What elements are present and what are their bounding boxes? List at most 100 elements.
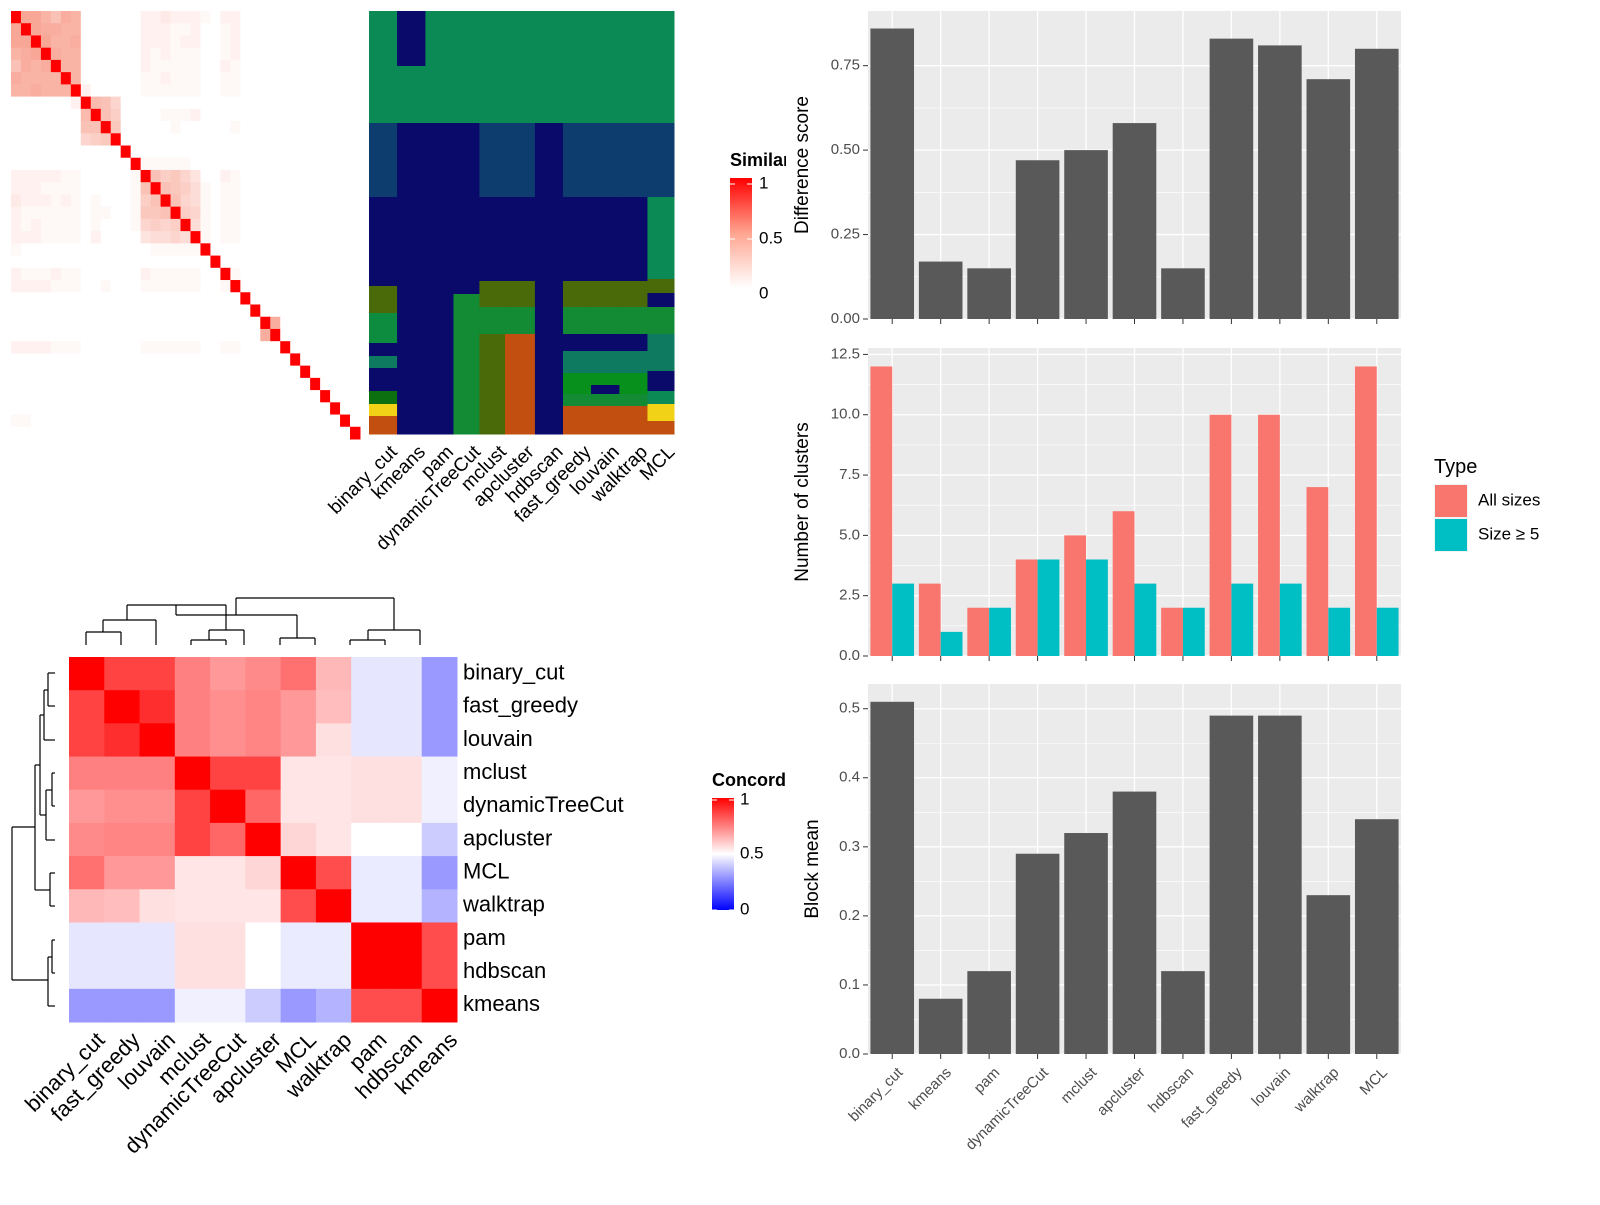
similarity-cell [180,145,191,159]
similarity-cell [60,23,72,36]
similarity-cell [80,255,92,269]
similarity-cell [240,231,251,244]
similarity-cell [80,145,92,159]
similarity-cell [40,353,52,367]
similarity-cell [350,206,361,220]
similarity-cell [130,267,142,281]
similarity-cell [80,365,92,379]
similarity-cell [300,414,311,428]
similarity-cell [320,121,331,134]
similarity-cell [280,426,291,440]
similarity-cell [250,255,261,269]
similarity-cell [270,145,281,159]
similarity-cell [280,35,291,49]
similarity-cell [290,402,301,416]
similarity-cell [320,328,331,342]
similarity-cell [170,11,182,24]
similarity-cell [20,390,32,403]
similarity-cell [40,182,52,195]
similarity-cell [160,377,172,391]
similarity-cell [170,292,182,305]
similarity-cell [260,96,271,110]
similarity-cell [80,23,92,36]
similarity-cell [110,11,122,24]
similarity-cell [190,402,201,416]
concordance-cell [210,822,246,857]
similarity-cell [240,304,251,318]
similarity-cell [230,84,241,98]
concordance-cell [69,657,105,691]
similarity-cell [280,169,291,183]
similarity-cell [170,157,182,171]
similarity-cell [30,218,42,232]
similarity-cell [260,353,271,367]
similarity-cell [280,255,291,269]
similarity-cell [230,169,241,183]
similarity-cell [50,426,62,440]
similarity-cell [320,390,331,403]
similarity-cell [150,414,162,428]
similarity-cell [180,316,191,330]
bar-size-ge-5 [1086,559,1108,656]
similarity-cell [140,402,152,416]
similarity-cell [250,341,261,354]
similarity-cell [90,267,102,281]
similarity-cell [20,169,32,183]
similarity-cell [130,145,142,159]
concordance-cell [210,657,246,691]
similarity-cell [330,182,341,195]
similarity-cell [340,243,351,257]
bar-size-ge-5 [1279,583,1302,656]
similarity-cell [250,353,261,367]
similarity-cell [80,292,92,305]
similarity-cell [250,35,261,49]
similarity-cell [80,194,92,208]
similarity-cell [80,133,92,147]
similarity-cell [90,426,102,440]
similarity-cell [180,353,191,367]
similarity-cell [130,341,142,354]
similarity-cell [240,11,251,24]
class-cell [647,197,675,280]
class-cell [562,11,592,124]
class-cell [479,334,506,435]
similarity-cell [180,218,191,232]
similarity-cell [50,59,62,73]
similarity-cell [20,414,32,428]
similarity-cell [40,96,52,110]
similarity-cell [330,328,341,342]
similarity-cell [260,84,271,98]
similarity-cell [20,182,32,195]
class-cell [369,404,398,417]
similarity-cell [110,231,122,244]
similarity-cell [80,218,92,232]
similarity-cell [210,169,221,183]
similarity-cell [30,157,42,171]
similarity-cell [240,206,251,220]
similarity-cell [140,280,152,293]
similarity-cell [130,231,142,244]
similarity-cell [200,292,211,305]
similarity-cell [120,11,132,24]
similarity-cell [300,59,311,73]
similarity-cell [60,402,72,416]
similarity-cell [180,157,191,171]
concordance-cell [386,856,423,890]
bar-size-ge-5 [1328,607,1351,656]
similarity-cell [330,11,341,24]
class-cell [505,11,536,124]
similarity-cell [340,353,351,367]
bar-all-sizes [1015,559,1038,656]
similarity-cell [60,390,72,403]
similarity-cell [40,316,52,330]
similarity-cell [80,157,92,171]
similarity-cell [350,255,361,269]
similarity-cell [320,341,331,354]
similarity-cell [260,206,271,220]
similarity-cell [60,414,72,428]
similarity-cell [250,84,261,98]
similarity-cell [310,353,321,367]
concordance-cell [69,922,105,957]
similarity-cell [150,426,162,440]
class-cell [562,123,592,198]
